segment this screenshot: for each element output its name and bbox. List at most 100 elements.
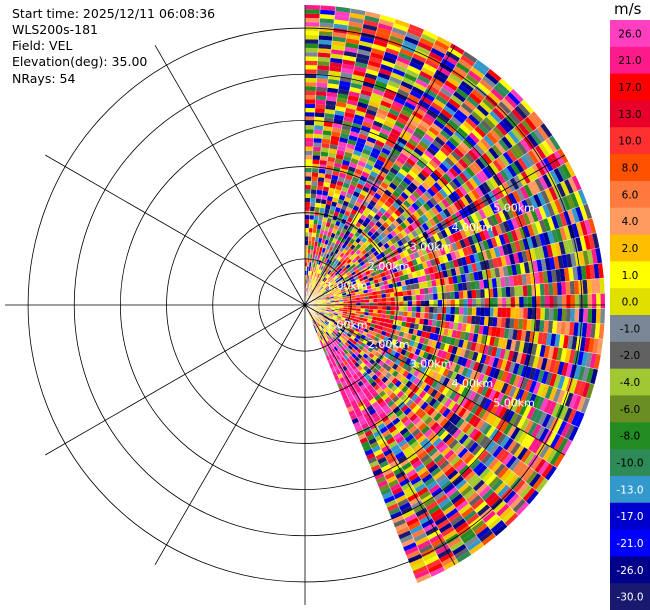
velocity-gate	[360, 334, 367, 340]
velocity-gate	[325, 280, 330, 285]
velocity-gate	[420, 33, 437, 44]
velocity-gate	[392, 447, 403, 456]
velocity-gate	[369, 96, 382, 105]
velocity-gate	[396, 116, 408, 126]
velocity-gate	[461, 409, 471, 421]
velocity-gate	[550, 200, 560, 216]
velocity-gate	[480, 385, 489, 397]
velocity-gate	[596, 293, 601, 309]
velocity-gate	[328, 148, 338, 154]
velocity-gate	[406, 410, 415, 419]
velocity-gate	[444, 156, 455, 168]
velocity-gate	[341, 259, 347, 265]
velocity-gate	[324, 285, 329, 290]
velocity-gate	[369, 185, 379, 193]
velocity-gate	[330, 358, 336, 364]
velocity-gate	[318, 31, 333, 37]
velocity-gate	[360, 342, 367, 348]
velocity-gate	[495, 123, 508, 137]
velocity-gate	[505, 410, 515, 423]
velocity-gate	[389, 402, 398, 411]
velocity-gate	[506, 164, 517, 178]
velocity-gate	[530, 209, 539, 223]
velocity-gate	[444, 321, 450, 329]
velocity-gate	[466, 401, 476, 413]
velocity-gate	[308, 223, 314, 229]
velocity-gate	[409, 496, 422, 506]
velocity-gate	[337, 324, 343, 329]
velocity-gate	[371, 390, 379, 398]
velocity-gate	[348, 134, 358, 142]
velocity-gate	[453, 147, 465, 159]
colorbar-tick-label: 17.0	[618, 82, 641, 94]
velocity-gate	[539, 319, 545, 333]
velocity-gate	[312, 285, 316, 291]
velocity-gate	[313, 142, 322, 148]
velocity-gate	[429, 273, 436, 281]
velocity-gate	[434, 356, 441, 365]
velocity-gate	[401, 211, 410, 220]
velocity-gate	[325, 204, 331, 210]
velocity-gate	[521, 250, 528, 263]
velocity-gate	[488, 442, 500, 456]
velocity-gate	[305, 9, 321, 14]
velocity-gate	[405, 173, 415, 183]
velocity-gate	[444, 261, 451, 270]
velocity-gate	[388, 319, 394, 325]
velocity-gate	[404, 338, 411, 346]
velocity-gate	[346, 258, 352, 264]
velocity-gate	[407, 306, 413, 312]
velocity-gate	[496, 369, 505, 381]
velocity-gate	[310, 275, 313, 281]
velocity-gate	[340, 67, 354, 75]
velocity-gate	[434, 382, 443, 392]
velocity-gate	[585, 383, 595, 399]
velocity-gate	[348, 161, 358, 169]
velocity-gate	[320, 203, 326, 209]
velocity-gate	[416, 466, 428, 477]
velocity-gate	[421, 261, 429, 269]
velocity-gate	[521, 273, 527, 286]
velocity-gate	[344, 111, 355, 119]
velocity-gate	[394, 120, 406, 130]
velocity-gate	[387, 323, 393, 329]
velocity-gate	[587, 293, 593, 309]
velocity-gate	[402, 396, 411, 405]
velocity-gate	[352, 69, 366, 77]
velocity-gate	[544, 385, 554, 400]
velocity-gate	[343, 398, 351, 405]
velocity-gate	[507, 91, 521, 106]
ray-separator	[304, 304, 540, 493]
velocity-gate	[438, 162, 449, 174]
velocity-gate	[408, 278, 415, 285]
velocity-gate	[389, 459, 400, 468]
velocity-gate	[327, 249, 332, 256]
velocity-gate	[333, 341, 338, 347]
velocity-gate	[320, 311, 325, 314]
velocity-gate	[458, 314, 464, 324]
velocity-gate	[455, 478, 468, 491]
velocity-gate	[430, 508, 443, 519]
velocity-gate	[415, 312, 421, 319]
velocity-gate	[430, 421, 440, 432]
velocity-gate	[353, 350, 360, 357]
velocity-gate	[417, 422, 428, 432]
velocity-gate	[414, 187, 424, 197]
velocity-gate	[439, 129, 452, 140]
velocity-gate	[565, 281, 571, 295]
colorbar-swatch	[610, 341, 650, 370]
velocity-gate	[571, 335, 578, 351]
velocity-gate	[381, 429, 391, 438]
velocity-gate	[470, 146, 482, 159]
velocity-gate	[420, 214, 429, 223]
velocity-gate	[422, 324, 428, 332]
velocity-gate	[406, 247, 414, 255]
velocity-gate	[496, 433, 507, 446]
velocity-gate	[364, 308, 370, 313]
velocity-gate	[352, 149, 362, 157]
velocity-gate	[400, 404, 409, 413]
velocity-gate	[367, 189, 376, 197]
velocity-gate	[465, 425, 476, 437]
velocity-gate	[348, 21, 364, 29]
velocity-gate	[422, 392, 431, 402]
